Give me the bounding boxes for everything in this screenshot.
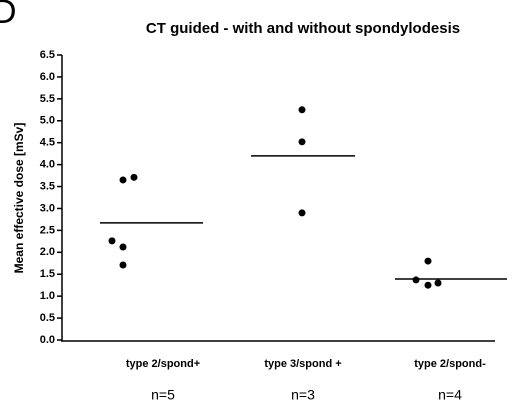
y-tick-label: 5.0	[40, 115, 55, 127]
y-tick-label: 1.0	[40, 290, 55, 302]
data-point	[424, 281, 432, 289]
y-tick-label: 0.5	[40, 312, 55, 324]
n-label: n=5	[151, 387, 175, 403]
data-point	[130, 173, 138, 181]
data-point	[108, 237, 116, 245]
data-point	[424, 257, 432, 265]
y-tick-label: 2.5	[40, 224, 55, 236]
data-point	[298, 106, 306, 114]
n-label: n=4	[438, 387, 462, 403]
y-tick-label: 3.5	[40, 180, 55, 192]
panel-label: D	[0, 0, 17, 31]
y-tick-label: 5.5	[40, 93, 55, 105]
y-tick-label: 1.5	[40, 268, 55, 280]
x-tick-label: type 2/spond-	[414, 358, 486, 370]
data-point	[298, 138, 306, 146]
y-tick-label: 6.5	[40, 49, 55, 61]
data-point	[119, 243, 127, 251]
data-point	[412, 276, 420, 284]
data-point	[298, 209, 306, 217]
data-point	[119, 176, 127, 184]
y-tick-label: 0.0	[40, 334, 55, 346]
y-tick-label: 2.0	[40, 246, 55, 258]
y-tick-label: 6.0	[40, 71, 55, 83]
data-point	[434, 279, 442, 287]
x-tick-label: type 2/spond+	[126, 358, 200, 370]
x-tick-label: type 3/spond +	[264, 358, 341, 370]
y-tick-label: 4.5	[40, 137, 55, 149]
y-tick-label: 3.0	[40, 202, 55, 214]
chart-title: CT guided - with and without spondylodes…	[146, 20, 460, 37]
data-point	[119, 261, 127, 269]
y-tick-label: 4.0	[40, 159, 55, 171]
y-axis-label: Mean effective dose [mSv]	[12, 123, 26, 274]
n-label: n=3	[291, 387, 315, 403]
